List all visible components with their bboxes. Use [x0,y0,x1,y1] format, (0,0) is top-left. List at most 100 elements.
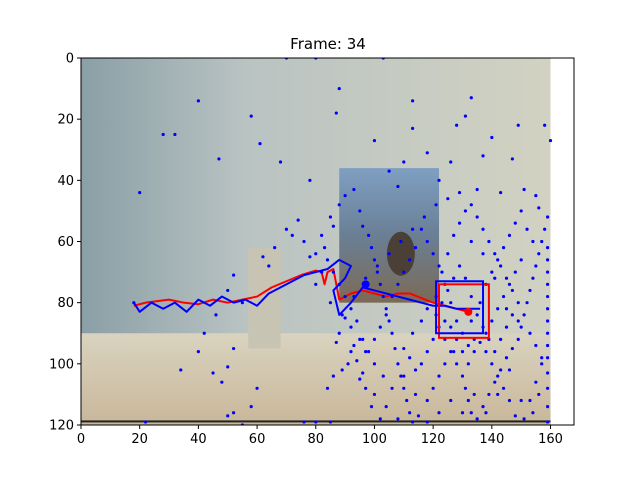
particle-point [545,294,550,299]
particle-point [534,194,538,198]
particle-point [422,215,426,219]
particle-point [528,288,532,293]
particle-point [510,288,514,293]
particle-point [449,398,453,403]
particle-point [452,276,456,280]
background-image [81,58,551,425]
particle-point [537,206,541,210]
particle-point [132,301,136,305]
particle-point [437,374,441,378]
particle-point [431,252,435,256]
particle-point [320,233,324,237]
particle-point [358,377,362,381]
particle-point [179,368,183,372]
particle-point [381,374,385,378]
particle-point [411,126,415,130]
particle-point [543,123,547,127]
particle-point [469,294,473,299]
particle-point [384,307,388,311]
particle-point [413,368,418,372]
particle-point [249,405,253,409]
chart-title: Frame: 34 [290,35,366,53]
particle-point [475,187,479,192]
y-tick-label: 60 [57,235,74,250]
particle-point [226,288,230,293]
particle-point [537,252,541,256]
particle-point [396,282,400,286]
particle-point [437,411,441,415]
particle-point [334,111,338,115]
particle-point [366,233,371,237]
x-tick-label: 140 [479,432,504,447]
particle-point [466,343,470,348]
particle-point [340,313,344,317]
particle-point [361,371,365,375]
particle-point [534,343,538,348]
particle-point [493,350,497,354]
particle-point [375,264,379,268]
particle-point [475,313,479,317]
particle-point [173,132,177,137]
particle-point [419,319,424,323]
particle-point [411,99,415,103]
particle-point [493,252,497,256]
particle-point [419,362,424,366]
particle-point [322,246,327,250]
particle-point [413,246,418,250]
y-tick-label: 80 [57,296,74,311]
particle-point [402,374,406,378]
particle-point [396,417,400,421]
particle-point [249,114,253,118]
particle-point [510,313,514,317]
particle-point [484,350,488,354]
particle-point [466,398,470,403]
particle-point [328,301,333,305]
particle-point [545,405,550,409]
particle-point [516,123,520,127]
particle-point [545,258,550,262]
particle-point [484,411,488,415]
particle-point [457,190,462,195]
particle-point [284,227,289,231]
particle-point [302,239,306,244]
particle-point [390,331,394,335]
particle-point [340,368,344,372]
particle-point [425,350,429,354]
particle-point [381,294,385,299]
particle-point [460,350,465,354]
particle-point [501,386,506,390]
particle-point [493,276,497,280]
particle-point [258,142,262,146]
particle-point [545,215,550,219]
particle-point [334,340,338,345]
particle-point [226,365,230,369]
particle-point [369,405,374,409]
particle-point [545,386,550,390]
particle-point [449,301,453,305]
particle-point [434,203,438,207]
particle-point [308,255,312,259]
particle-point [387,319,391,323]
particle-point [481,405,485,409]
particle-point [481,252,485,256]
particle-point [545,270,550,274]
particle-point [384,313,388,317]
particle-point [540,239,544,244]
particle-point [408,411,412,415]
particle-point [331,374,335,378]
image-table [81,333,551,425]
particle-point [425,420,429,424]
particle-point [314,282,318,286]
particle-point [325,258,330,262]
particle-point [469,319,473,323]
particle-point [490,362,494,366]
trajectory-estimate-line [133,268,469,313]
particle-point [349,325,353,329]
particle-point [402,346,406,351]
particle-point [475,215,479,219]
particle-point [196,99,200,103]
particle-point [463,209,468,213]
particle-point [487,239,491,244]
particle-point [452,350,456,354]
